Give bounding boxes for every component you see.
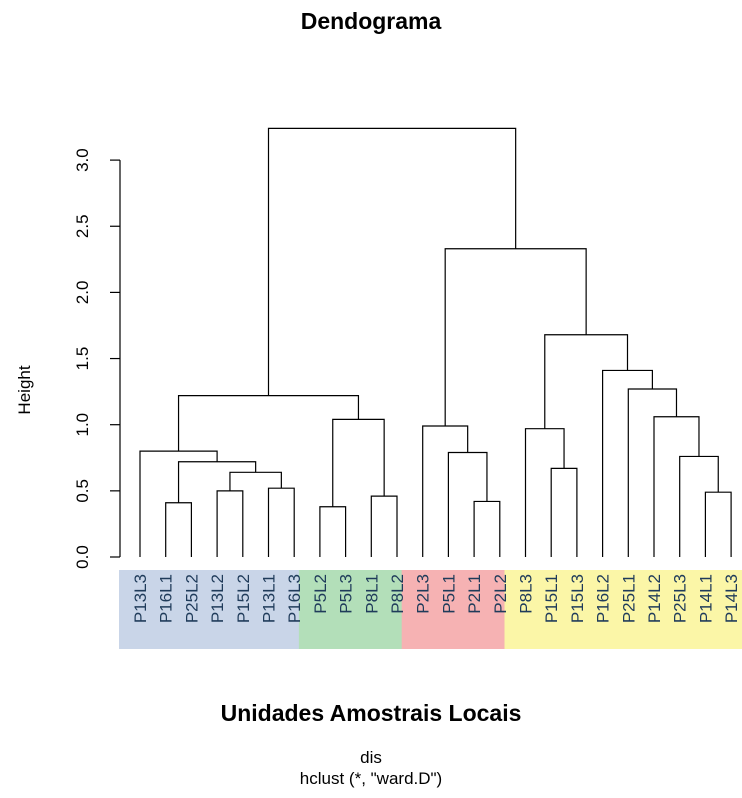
leaf-label-p16l1: P16L1 bbox=[157, 574, 176, 623]
leaf-label-p16l2: P16L2 bbox=[594, 574, 613, 623]
dendrogram-link-1 bbox=[166, 503, 192, 557]
dendrogram-link-16 bbox=[705, 492, 731, 557]
dendrogram-link-13 bbox=[423, 426, 468, 557]
y-tick-label-6: 3.0 bbox=[73, 148, 92, 172]
dendrogram-link-2 bbox=[217, 491, 243, 557]
dendrogram-link-8 bbox=[371, 496, 397, 557]
y-tick-label-3: 1.5 bbox=[73, 347, 92, 371]
dendrogram-link-19 bbox=[628, 389, 676, 557]
dendrogram-link-17 bbox=[680, 456, 719, 557]
dendrogram-link-7 bbox=[320, 507, 346, 557]
dendrogram-link-14 bbox=[551, 468, 577, 557]
y-tick-label-0: 0.0 bbox=[73, 545, 92, 569]
leaf-label-p25l1: P25L1 bbox=[619, 574, 638, 623]
leaf-label-p2l2: P2L2 bbox=[491, 574, 510, 614]
y-tick-label-2: 1.0 bbox=[73, 413, 92, 437]
dendrogram-link-22 bbox=[445, 249, 586, 426]
y-axis-label: Height bbox=[15, 365, 34, 414]
leaf-label-p8l1: P8L1 bbox=[362, 574, 381, 614]
dendrogram-link-10 bbox=[179, 396, 359, 452]
dendrogram-link-21 bbox=[545, 335, 628, 429]
leaf-label-p5l1: P5L1 bbox=[439, 574, 458, 614]
dendrogram-link-9 bbox=[333, 419, 384, 506]
y-tick-label-1: 0.5 bbox=[73, 479, 92, 503]
dendrogram-link-23 bbox=[269, 128, 516, 395]
leaf-label-p14l3: P14L3 bbox=[722, 574, 741, 623]
subtitle-dis: dis bbox=[0, 748, 742, 768]
leaf-label-p15l3: P15L3 bbox=[568, 574, 587, 623]
leaf-label-p8l2: P8L2 bbox=[388, 574, 407, 614]
dendrogram-link-18 bbox=[654, 417, 699, 557]
leaf-label-p14l2: P14L2 bbox=[645, 574, 664, 623]
dendrogram-link-12 bbox=[448, 452, 487, 557]
dendrogram-link-15 bbox=[526, 429, 565, 557]
leaf-label-p13l1: P13L1 bbox=[260, 574, 279, 623]
leaf-label-p15l2: P15L2 bbox=[234, 574, 253, 623]
dendrogram-link-3 bbox=[269, 488, 295, 557]
leaf-label-p2l3: P2L3 bbox=[414, 574, 433, 614]
leaf-label-p8l3: P8L3 bbox=[517, 574, 536, 614]
leaf-label-p5l3: P5L3 bbox=[337, 574, 356, 614]
leaf-label-p16l3: P16L3 bbox=[285, 574, 304, 623]
leaf-label-p5l2: P5L2 bbox=[311, 574, 330, 614]
x-axis-label: Unidades Amostrais Locais bbox=[0, 700, 742, 727]
dendrogram-plot: 0.0 0.5 1.0 1.5 2.0 2.5 3.0 Height P13L3 P16L1 P25… bbox=[0, 0, 742, 700]
leaf-label-p2l1: P2L1 bbox=[465, 574, 484, 614]
leaf-label-p14l1: P14L1 bbox=[696, 574, 715, 623]
dendrogram-link-20 bbox=[603, 370, 653, 557]
leaf-label-p13l2: P13L2 bbox=[208, 574, 227, 623]
leaf-label-p25l2: P25L2 bbox=[182, 574, 201, 623]
y-tick-label-5: 2.5 bbox=[73, 214, 92, 238]
subtitle-hclust: hclust (*, "ward.D") bbox=[0, 769, 742, 789]
leaf-label-p13l3: P13L3 bbox=[131, 574, 150, 623]
y-tick-label-4: 2.0 bbox=[73, 281, 92, 305]
leaf-label-p15l1: P15L1 bbox=[542, 574, 561, 623]
leaf-label-p25l3: P25L3 bbox=[671, 574, 690, 623]
dendrogram-link-11 bbox=[474, 501, 500, 557]
